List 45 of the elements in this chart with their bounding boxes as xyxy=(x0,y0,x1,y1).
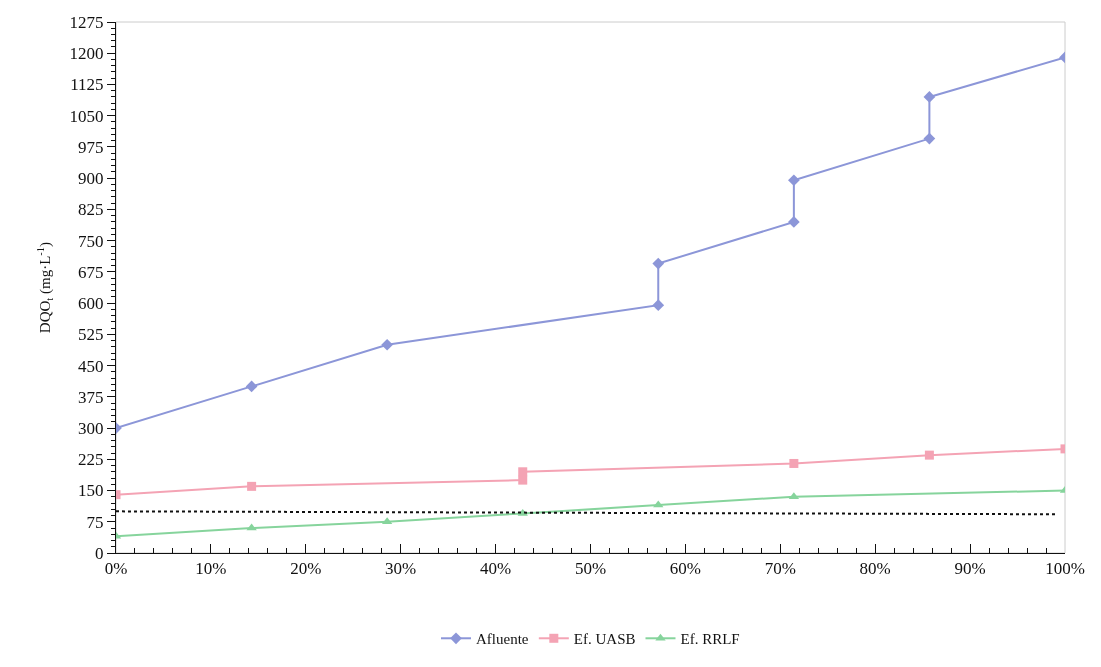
y-tick-label: 1200 xyxy=(69,44,104,64)
legend-label: Ef. UASB xyxy=(573,631,636,648)
y-tick-label: 900 xyxy=(78,169,104,189)
y-tick-label: 600 xyxy=(78,294,104,314)
legend-label: Afluente xyxy=(476,631,529,648)
point xyxy=(245,380,258,393)
x-tick-label: 90% xyxy=(954,559,986,579)
x-tick-label: 50% xyxy=(574,559,607,579)
point xyxy=(788,216,800,228)
point xyxy=(247,481,257,491)
y-tick-label: 225 xyxy=(78,450,104,470)
y-tick-label: 150 xyxy=(78,481,104,501)
x-tick-label: 40% xyxy=(480,559,512,579)
y-tick-label: 750 xyxy=(78,231,104,251)
point xyxy=(381,338,393,351)
point xyxy=(789,458,799,468)
x-tick-label: 20% xyxy=(290,559,322,579)
point xyxy=(518,475,528,485)
point xyxy=(652,299,665,312)
point xyxy=(652,257,665,270)
x-tick-label: 100% xyxy=(1045,559,1085,579)
point xyxy=(923,132,936,145)
y-tick-label: 450 xyxy=(78,356,104,376)
x-tick-label: 0% xyxy=(104,559,128,579)
x-tick-label: 70% xyxy=(764,559,796,579)
y-tick-label: 1125 xyxy=(70,75,104,95)
y-tick-label: 75 xyxy=(86,512,104,532)
x-tick-label: 10% xyxy=(195,559,227,579)
x-tick-label: 30% xyxy=(385,559,417,579)
y-tick-label: 525 xyxy=(78,325,104,345)
point xyxy=(923,91,936,103)
point xyxy=(924,450,934,460)
y-tick-label: 300 xyxy=(78,419,104,439)
point xyxy=(788,174,800,187)
y-tick-label: 825 xyxy=(78,200,104,220)
y-tick-label: 1050 xyxy=(69,106,104,126)
y-tick-label: 1275 xyxy=(69,12,104,32)
x-tick-label: 60% xyxy=(669,559,701,579)
y-tick-label: 375 xyxy=(78,387,104,407)
legend-label: Ef. RRLF xyxy=(680,631,740,648)
y-tick-label: 675 xyxy=(78,262,104,282)
y-tick-label: 0 xyxy=(95,543,104,563)
y-tick-label: 975 xyxy=(78,137,104,157)
x-tick-label: 80% xyxy=(859,559,891,579)
point xyxy=(518,467,528,477)
